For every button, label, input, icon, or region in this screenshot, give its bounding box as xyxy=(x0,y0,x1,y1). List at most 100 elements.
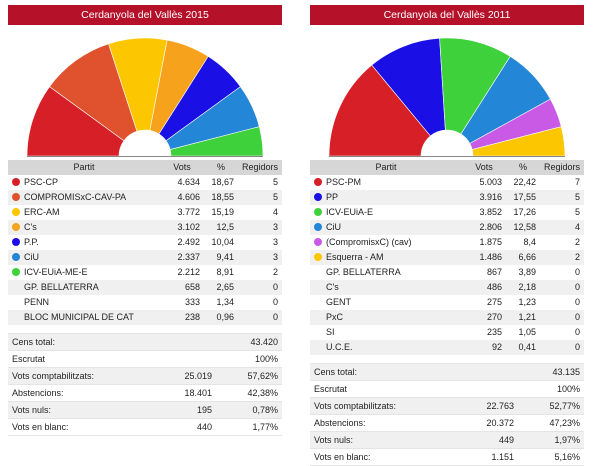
summary-row: Escrutat 100% xyxy=(8,350,282,368)
pct-cell: 1,34 xyxy=(216,297,234,307)
regidors-cell: 0 xyxy=(238,310,282,325)
pct-cell: 3,89 xyxy=(518,267,536,277)
summary-label: Vots comptabilitzats: xyxy=(8,367,160,385)
party-name: (CompromisxC) (cav) xyxy=(326,237,412,247)
party-cell: PSC-PM xyxy=(310,175,462,190)
party-color-dot-icon xyxy=(12,237,20,246)
seat-wedge xyxy=(460,55,551,144)
col-header-partit: Partit xyxy=(310,160,462,175)
summary-pct: 100% xyxy=(216,350,282,368)
party-cell: CiU xyxy=(8,250,160,265)
summary-row: Cens total: 43.135 xyxy=(310,363,584,381)
party-name: Esquerra - AM xyxy=(326,252,384,262)
regidors-cell: 4 xyxy=(540,220,584,235)
party-color-dot-icon xyxy=(314,222,322,231)
seat-wedge xyxy=(49,43,138,142)
results-panel-2011: Cerdanyola del Vallès 2011 Partit Vots %… xyxy=(310,5,584,466)
col-header-partit: Partit xyxy=(8,160,160,175)
regidors-cell: 0 xyxy=(574,327,580,337)
regidors-cell: 3 xyxy=(238,220,282,235)
summary-pct: 1,77% xyxy=(216,418,282,436)
vots-cell: 1.875 xyxy=(479,237,502,247)
vots-cell: 3.852 xyxy=(479,207,502,217)
table-row: CiU 2.337 9,41 3 xyxy=(8,250,282,265)
summary-pct: 0,78% xyxy=(216,401,282,419)
summary-label: Vots en blanc: xyxy=(8,418,160,436)
summary-value: 440 xyxy=(160,418,216,436)
vots-cell: 4.634 xyxy=(177,177,200,187)
pct-cell: 17,55 xyxy=(506,190,540,205)
regidors-cell: 0 xyxy=(574,267,580,277)
summary-pct: 47,23% xyxy=(518,414,584,432)
summary-row: Abstencions: 18.401 42,38% xyxy=(8,384,282,402)
summary-value xyxy=(160,333,216,351)
party-cell: C's xyxy=(8,220,160,235)
summary-row: Vots en blanc: 440 1,77% xyxy=(8,418,282,436)
regidors-cell: 3 xyxy=(238,250,282,265)
regidors-cell: 0 xyxy=(540,310,584,325)
party-color-dot-icon xyxy=(12,222,20,231)
party-cell: Esquerra - AM xyxy=(310,250,462,265)
party-name: COMPROMISxC-CAV-PA xyxy=(24,192,127,202)
summary-value xyxy=(462,380,518,398)
party-name: ICV-EUiA-ME-E xyxy=(24,267,88,277)
pct-cell: 0,41 xyxy=(506,340,540,355)
party-cell: GP. BELLATERRA xyxy=(310,265,462,280)
party-cell: PENN xyxy=(8,295,160,310)
table-row: PP 3.916 17,55 5 xyxy=(310,190,584,205)
table-row: PSC-PM 5.003 22,42 7 xyxy=(310,175,584,190)
party-name: PxC xyxy=(326,312,344,322)
party-cell: BLOC MUNICIPAL DE CAT xyxy=(8,310,160,325)
party-color-dot-icon xyxy=(12,252,20,261)
party-color-dot-icon xyxy=(12,207,20,216)
vots-cell: 4.606 xyxy=(160,190,204,205)
summary-value: 18.401 xyxy=(160,384,216,402)
vots-cell: 867 xyxy=(486,267,502,277)
party-cell: CiU xyxy=(310,220,462,235)
summary-row: Vots nuls: 449 1,97% xyxy=(310,431,584,449)
regidors-cell: 2 xyxy=(272,267,278,277)
regidors-cell: 7 xyxy=(574,177,580,187)
summary-pct: 43.135 xyxy=(518,363,584,381)
table-row: C's 3.102 12,5 3 xyxy=(8,220,282,235)
vots-cell: 238 xyxy=(160,310,204,325)
summary-value: 195 xyxy=(160,401,216,419)
seat-hemicycle xyxy=(328,37,566,157)
party-cell: PP xyxy=(310,190,462,205)
summary-pct: 43.420 xyxy=(216,333,282,351)
party-cell: GENT xyxy=(310,295,462,310)
party-name: GENT xyxy=(326,297,352,307)
summary-label: Vots nuls: xyxy=(8,401,160,419)
regidors-cell: 5 xyxy=(540,190,584,205)
results-panel-2015: Cerdanyola del Vallès 2015 Partit Vots %… xyxy=(8,5,282,436)
table-row: PENN 333 1,34 0 xyxy=(8,295,282,310)
summary-row: Vots en blanc: 1.151 5,16% xyxy=(310,448,584,466)
vots-cell: 2.806 xyxy=(462,220,506,235)
summary-value: 22.763 xyxy=(462,397,518,415)
party-color-dot-icon xyxy=(314,237,322,246)
party-color-dot-icon xyxy=(314,252,322,261)
table-row: U.C.E. 92 0,41 0 xyxy=(310,340,584,355)
party-name: ICV-EUiA-E xyxy=(326,207,374,217)
party-color-dot-icon xyxy=(314,177,322,186)
summary-value xyxy=(160,350,216,368)
summary-row: Vots comptabilitzats: 25.019 57,62% xyxy=(8,367,282,385)
summary-pct: 52,77% xyxy=(518,397,584,415)
col-header-pct: % xyxy=(506,160,540,175)
summary-pct: 1,97% xyxy=(518,431,584,449)
regidors-cell: 0 xyxy=(540,280,584,295)
seat-wedge xyxy=(439,37,511,135)
summary-row: Escrutat 100% xyxy=(310,380,584,398)
pct-cell: 12,5 xyxy=(204,220,238,235)
table-row: GENT 275 1,23 0 xyxy=(310,295,584,310)
party-name: PSC-PM xyxy=(326,177,362,187)
party-name: GP. BELLATERRA xyxy=(326,267,401,277)
col-header-vots: Vots xyxy=(160,160,204,175)
pct-cell: 1,23 xyxy=(518,297,536,307)
summary-value: 25.019 xyxy=(160,367,216,385)
vots-cell: 5.003 xyxy=(479,177,502,187)
seat-hemicycle xyxy=(26,37,264,157)
table-row: COMPROMISxC-CAV-PA 4.606 18,55 5 xyxy=(8,190,282,205)
party-cell: (CompromisxC) (cav) xyxy=(310,235,462,250)
regidors-cell: 3 xyxy=(272,237,278,247)
